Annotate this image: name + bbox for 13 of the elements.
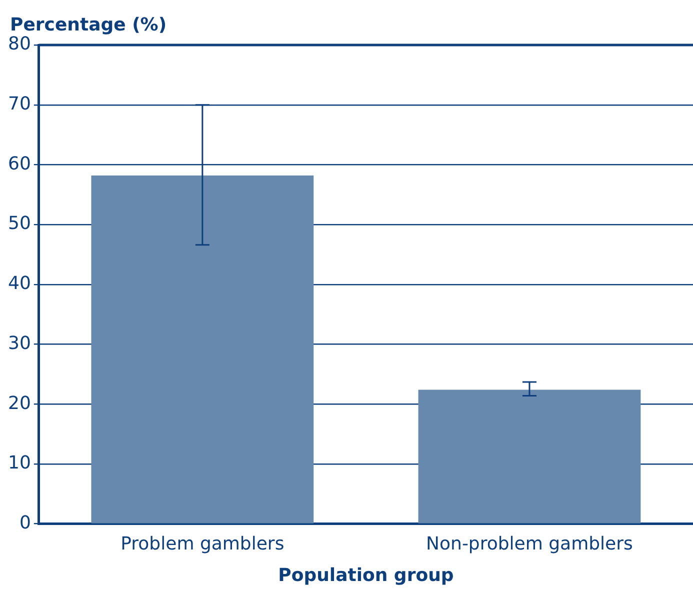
y-tick-label: 80	[8, 34, 31, 55]
y-tick-label: 10	[8, 452, 31, 474]
y-tick-label: 0	[19, 512, 31, 534]
x-tick-label: Non-problem gamblers	[426, 533, 633, 554]
y-tick-label: 40	[8, 273, 31, 294]
y-axis-title: Percentage (%)	[10, 14, 167, 36]
y-tick-label: 50	[8, 213, 31, 234]
y-tick-label: 20	[8, 392, 31, 414]
x-axis-title: Population group	[278, 564, 454, 586]
y-tick-label: 70	[8, 94, 31, 115]
x-tick-label: Problem gamblers	[120, 533, 284, 554]
y-tick-label: 60	[8, 153, 31, 174]
y-tick-label: 30	[8, 332, 31, 354]
